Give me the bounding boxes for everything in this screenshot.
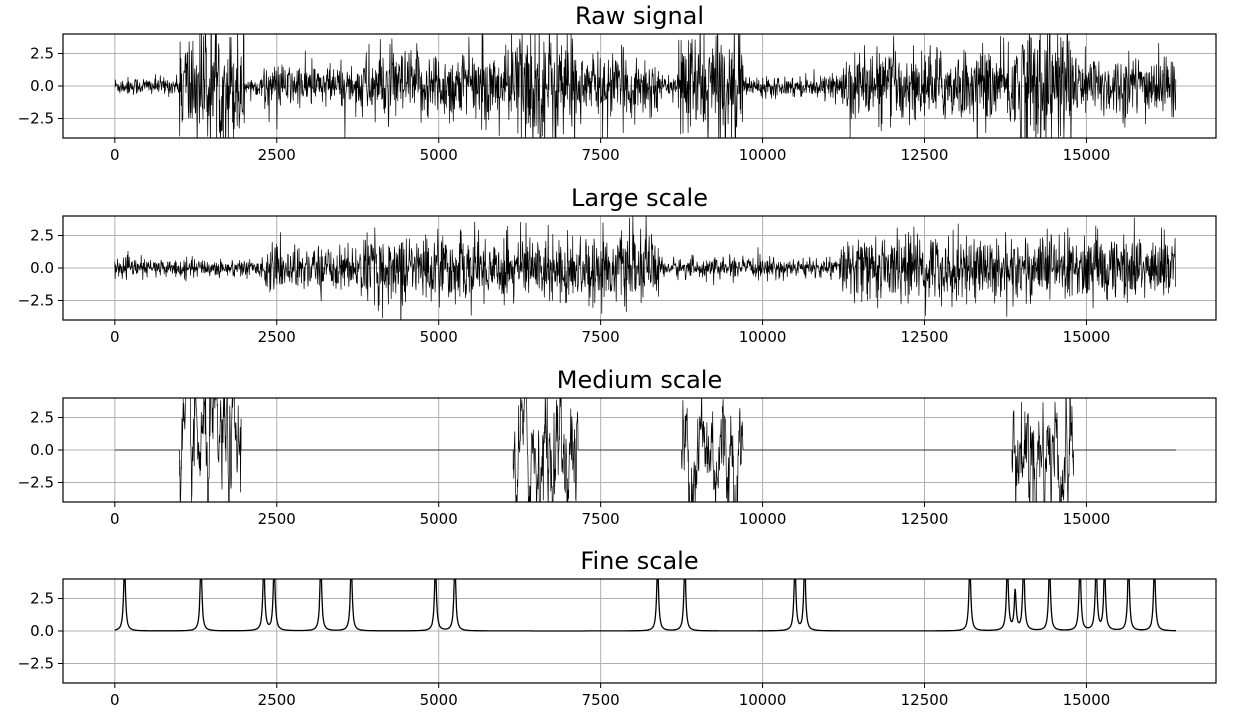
- x-tick-label: 2500: [258, 328, 296, 346]
- y-tick-label: −2.5: [18, 110, 54, 128]
- y-tick-label: 0.0: [30, 622, 54, 640]
- x-tick-label: 12500: [901, 328, 949, 346]
- x-tick-label: 7500: [582, 691, 620, 709]
- x-tick-label: 0: [110, 691, 120, 709]
- panel-0: Raw signal 0 2500 5000 7500 10000 12500 15000 2.…: [18, 2, 1217, 164]
- series-line: [114, 398, 1176, 502]
- y-tick-label: 0.0: [30, 259, 54, 277]
- series-line: [114, 34, 1177, 138]
- y-tick-label: 0.0: [30, 77, 54, 95]
- panel-2: Medium scale 0 2500 5000 7500 10000 12500 15000…: [18, 366, 1217, 528]
- x-tick-label: 10000: [739, 146, 787, 164]
- panel-title: Medium scale: [557, 366, 722, 394]
- x-tick-label: 12500: [901, 691, 949, 709]
- series-line: [114, 579, 1177, 632]
- x-tick-label: 2500: [258, 146, 296, 164]
- x-tick-label: 10000: [739, 510, 787, 528]
- x-tick-label: 10000: [739, 691, 787, 709]
- panel-title: Fine scale: [580, 547, 698, 575]
- y-tick-label: 0.0: [30, 441, 54, 459]
- y-tick-label: −2.5: [18, 292, 54, 310]
- y-tick-label: −2.5: [18, 474, 54, 492]
- panel-1: Large scale 0 2500 5000 7500 10000 12500 15000 2…: [18, 184, 1217, 346]
- x-tick-label: 5000: [420, 146, 458, 164]
- x-tick-label: 0: [110, 328, 120, 346]
- x-tick-label: 0: [110, 510, 120, 528]
- x-tick-label: 15000: [1063, 510, 1111, 528]
- y-tick-label: 2.5: [30, 590, 54, 608]
- y-tick-label: 2.5: [30, 409, 54, 427]
- x-tick-label: 5000: [420, 328, 458, 346]
- x-tick-label: 7500: [582, 510, 620, 528]
- x-tick-label: 7500: [582, 146, 620, 164]
- panel-3: Fine scale 0 2500 5000 7500 10000 12500 15000 2.…: [18, 547, 1217, 709]
- x-tick-label: 15000: [1063, 328, 1111, 346]
- x-tick-label: 7500: [582, 328, 620, 346]
- series-line: [114, 216, 1177, 320]
- y-tick-label: −2.5: [18, 655, 54, 673]
- y-tick-label: 2.5: [30, 45, 54, 63]
- x-tick-label: 15000: [1063, 691, 1111, 709]
- x-tick-label: 10000: [739, 328, 787, 346]
- x-tick-label: 5000: [420, 510, 458, 528]
- x-tick-label: 2500: [258, 510, 296, 528]
- panel-title: Raw signal: [575, 2, 704, 30]
- panel-title: Large scale: [571, 184, 708, 212]
- x-tick-label: 15000: [1063, 146, 1111, 164]
- x-tick-label: 0: [110, 146, 120, 164]
- x-tick-label: 12500: [901, 510, 949, 528]
- y-tick-label: 2.5: [30, 227, 54, 245]
- x-tick-label: 5000: [420, 691, 458, 709]
- x-tick-label: 2500: [258, 691, 296, 709]
- x-tick-label: 12500: [901, 146, 949, 164]
